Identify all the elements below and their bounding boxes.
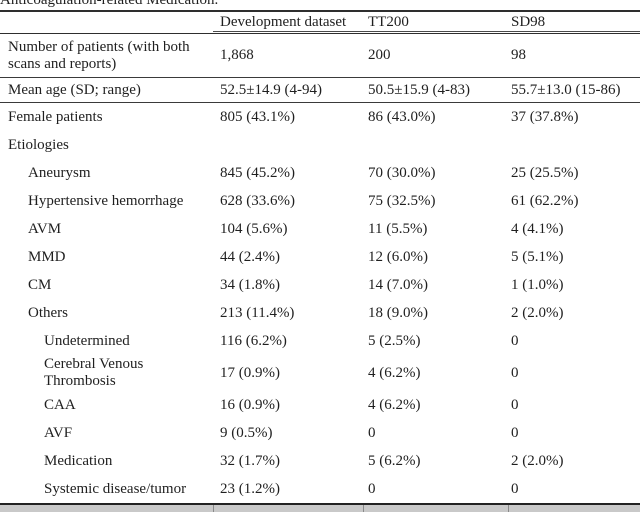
cell-value: 98: [511, 47, 526, 63]
header-development-dataset: Development dataset: [220, 14, 347, 30]
cell-value: 11 (5.5%): [368, 220, 428, 237]
cell-value: 5 (5.1%): [511, 248, 564, 265]
row-label: Hypertensive hemorrhage: [28, 192, 184, 209]
cell-value: 34 (1.8%): [220, 276, 280, 293]
cell-value: 18 (9.0%): [368, 304, 428, 321]
cell-value: 75 (32.5%): [368, 192, 436, 209]
table-row: Number of patients (with both scans and …: [0, 34, 640, 78]
row-label: CAA: [44, 396, 76, 413]
cell-value: 0: [511, 424, 519, 441]
cell-value: 32 (1.7%): [220, 452, 280, 469]
cell-value: 2 (2.0%): [511, 304, 564, 321]
table-header-row: Development dataset TT200 SD98: [0, 12, 640, 34]
table-row: Hypertensive hemorrhage 628 (33.6%) 75 (32…: [0, 187, 640, 215]
table-row: Others 213 (11.4%) 18 (9.0%) 2 (2.0%): [0, 299, 640, 327]
cell-value: 17 (0.9%): [220, 364, 280, 381]
cell-value: 50.5±15.9 (4-83): [368, 81, 470, 98]
table-row: CAA 16 (0.9%) 4 (6.2%) 0: [0, 391, 640, 419]
cell-value: 200: [368, 47, 391, 63]
cell-value: 2 (2.0%): [511, 452, 564, 469]
table-row: AVF 9 (0.5%) 0 0: [0, 419, 640, 447]
cell-value: 0: [511, 332, 519, 349]
cell-value: 845 (45.2%): [220, 164, 295, 181]
cell-value: 1,868: [220, 47, 254, 63]
table-bottom-rule: [0, 503, 640, 505]
header-sd98: SD98: [511, 14, 546, 30]
data-table: Development dataset TT200 SD98 Number of…: [0, 12, 640, 503]
table-body: Number of patients (with both scans and …: [0, 34, 640, 503]
table-row: Cerebral Venous Thrombosis 17 (0.9%) 4 (6.…: [0, 355, 640, 391]
cell-value: 213 (11.4%): [220, 304, 295, 321]
cell-value: 0: [511, 480, 519, 497]
cell-value: 12 (6.0%): [368, 248, 428, 265]
table-row: Systemic disease/tumor 23 (1.2%) 0 0: [0, 475, 640, 503]
table-row: Aneurysm 845 (45.2%) 70 (30.0%) 25 (25.5%): [0, 159, 640, 187]
row-label: Number of patients (with both scans and …: [8, 38, 190, 72]
table-row: Medication 32 (1.7%) 5 (6.2%) 2 (2.0%): [0, 447, 640, 475]
table-top-rule: [0, 10, 640, 12]
table-caption-clipped: Anticoagulation-related Medication.: [0, 0, 640, 9]
cell-value: 14 (7.0%): [368, 276, 428, 293]
caption-text: Anticoagulation-related Medication.: [0, 0, 219, 8]
cell-value: 5 (6.2%): [368, 452, 421, 469]
cell-value: 61 (62.2%): [511, 192, 579, 209]
table-row: Mean age (SD; range) 52.5±14.9 (4-94) 50.5…: [0, 78, 640, 103]
header-underline-partial: [213, 30, 640, 32]
table-row: Etiologies: [0, 131, 640, 159]
row-label: Etiologies: [8, 136, 69, 153]
cell-value: 0: [368, 424, 376, 441]
cell-value: 0: [511, 364, 519, 381]
row-label: AVF: [44, 424, 73, 441]
cell-value: 70 (30.0%): [368, 164, 436, 181]
cell-value: 16 (0.9%): [220, 396, 280, 413]
column-divider-tick: [508, 505, 509, 512]
cell-value: 4 (6.2%): [368, 396, 421, 413]
table-row: MMD 44 (2.4%) 12 (6.0%) 5 (5.1%): [0, 243, 640, 271]
row-label: Cerebral Venous Thrombosis: [44, 356, 144, 389]
cell-value: 4 (4.1%): [511, 220, 564, 237]
table-row: CM 34 (1.8%) 14 (7.0%) 1 (1.0%): [0, 271, 640, 299]
cell-value: 9 (0.5%): [220, 424, 273, 441]
cell-value: 23 (1.2%): [220, 480, 280, 497]
cell-value: 44 (2.4%): [220, 248, 280, 265]
row-label: Female patients: [8, 108, 103, 125]
cell-value: 116 (6.2%): [220, 332, 287, 349]
cell-value: 1 (1.0%): [511, 276, 564, 293]
cell-value: 25 (25.5%): [511, 164, 579, 181]
cell-value: 104 (5.6%): [220, 220, 288, 237]
cell-value: 805 (43.1%): [220, 108, 295, 125]
header-tt200: TT200: [368, 14, 409, 30]
row-label: Undetermined: [44, 332, 130, 349]
table-row: Undetermined 116 (6.2%) 5 (2.5%) 0: [0, 327, 640, 355]
row-label: AVM: [28, 220, 62, 237]
row-label: Systemic disease/tumor: [44, 480, 187, 497]
column-divider-tick: [363, 505, 364, 512]
cropped-next-row-band: [0, 505, 640, 512]
row-label: CM: [28, 276, 52, 293]
cell-value: 0: [511, 396, 519, 413]
column-divider-tick: [213, 505, 214, 512]
cell-value: 37 (37.8%): [511, 108, 579, 125]
cell-value: 4 (6.2%): [368, 364, 421, 381]
cell-value: 55.7±13.0 (15-86): [511, 81, 621, 98]
table-row: AVM 104 (5.6%) 11 (5.5%) 4 (4.1%): [0, 215, 640, 243]
cell-value: 0: [368, 480, 376, 497]
cell-value: 5 (2.5%): [368, 332, 421, 349]
cell-value: 86 (43.0%): [368, 108, 436, 125]
row-label: Mean age (SD; range): [8, 81, 141, 98]
row-label: Others: [28, 304, 68, 321]
cell-value: 52.5±14.9 (4-94): [220, 81, 322, 98]
table-row: Female patients 805 (43.1%) 86 (43.0%) 37 (…: [0, 103, 640, 131]
cell-value: 628 (33.6%): [220, 192, 295, 209]
row-label: Aneurysm: [28, 164, 91, 181]
row-label: MMD: [28, 248, 66, 265]
row-label: Medication: [44, 452, 113, 469]
